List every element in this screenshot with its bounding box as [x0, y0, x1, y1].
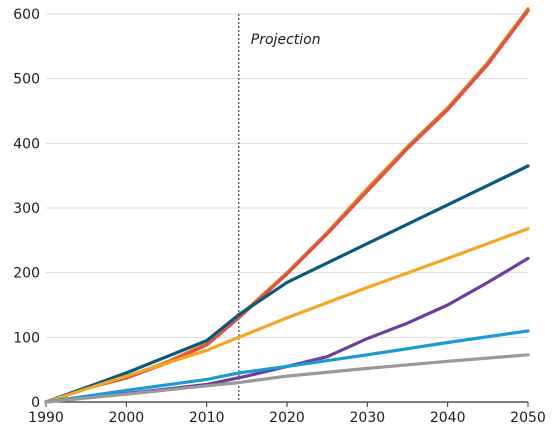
series-line-3 — [44, 164, 530, 404]
y-tick-label: 500 — [13, 72, 40, 88]
y-tick-label: 200 — [13, 266, 40, 282]
series-lines — [44, 7, 530, 404]
x-tick-label: 2040 — [430, 410, 466, 426]
y-tick-label: 400 — [13, 136, 40, 152]
y-tick-label: 0 — [31, 395, 40, 411]
series-line-6 — [44, 329, 530, 404]
gridlines — [46, 13, 528, 403]
y-tick-label: 100 — [13, 330, 40, 346]
y-tick-label: 600 — [13, 7, 40, 23]
series-line-7 — [44, 353, 530, 404]
x-tick-label: 2010 — [189, 410, 225, 426]
x-tick-label: 2050 — [510, 410, 546, 426]
series-line-2 — [44, 9, 530, 404]
series-line-1 — [44, 7, 530, 404]
projection-label: Projection — [251, 32, 321, 48]
series-line-4 — [44, 227, 530, 404]
x-tick-label: 2030 — [350, 410, 386, 426]
x-tick-label: 1990 — [28, 410, 64, 426]
x-axis: 1990 2000 2010 2020 2030 2040 2050 — [28, 402, 546, 426]
y-tick-label: 300 — [13, 201, 40, 217]
y-axis: 0 100 200 300 400 500 600 — [13, 7, 40, 411]
x-tick-label: 2020 — [269, 410, 305, 426]
annotations: Projection — [238, 14, 321, 402]
x-tick-label: 2000 — [109, 410, 145, 426]
